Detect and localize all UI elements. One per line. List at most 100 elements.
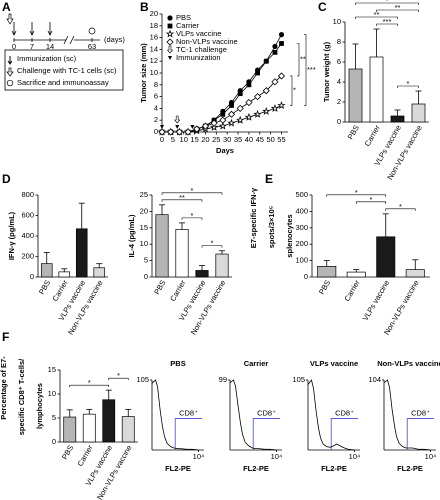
x-tick-label: VLPs vaccine [361, 278, 392, 322]
significance-bracket [304, 34, 307, 106]
point [237, 91, 243, 97]
x-tick-label: 10⁴ [349, 452, 361, 461]
point [167, 128, 175, 136]
point [262, 106, 271, 115]
point [158, 128, 166, 136]
y-tick-label: 15 [48, 365, 56, 374]
point [245, 98, 253, 107]
y-tick-label: 8 [337, 37, 341, 46]
y-tick-label: 25 [140, 190, 148, 199]
y-tick-label: 100 [295, 256, 308, 265]
bar [121, 416, 135, 443]
immunization-arrow [29, 22, 35, 36]
y-tick-label: 20 [140, 206, 148, 215]
y-tick-label: 104 [368, 375, 381, 384]
y-tick-label: 300 [295, 223, 308, 232]
x-tick-label: 40 [245, 135, 253, 144]
significance-bracket [161, 199, 203, 202]
significance-label: * [355, 188, 358, 197]
point [220, 111, 226, 117]
point [229, 103, 234, 108]
histogram-curve [307, 379, 355, 451]
significance-bracket [376, 23, 398, 26]
point [246, 82, 252, 88]
significance-label: * [88, 378, 91, 387]
y-tick-label: 10 [48, 389, 56, 398]
sacrifice-marker [88, 27, 96, 35]
y-axis-label: E7-specific IFN-γ [249, 187, 258, 248]
immunization-arrow [47, 22, 53, 36]
significance-label: * [386, 0, 389, 5]
x-tick-label: 10⁴ [271, 452, 283, 461]
panel-title: VLPs vaccine [310, 359, 358, 368]
point [277, 101, 286, 110]
panel-title: PBS [170, 359, 185, 368]
y-tick-label: 400 [21, 231, 34, 240]
bar [58, 271, 71, 278]
bar [376, 236, 396, 278]
y-tick-label: 20 [150, 9, 158, 18]
y-tick-label: 10 [150, 68, 158, 77]
bar [346, 271, 366, 278]
axis-break [63, 35, 75, 45]
point [279, 41, 284, 46]
legend-label: Carrier [176, 21, 199, 30]
histogram-curve [151, 379, 199, 451]
y-axis-label: specific CD8⁺ T-cells/ [17, 358, 26, 435]
y-tick-label: 8 [154, 80, 158, 89]
significance-bracket [108, 377, 129, 381]
point [236, 104, 244, 112]
legend-marker [167, 23, 173, 29]
panel-label: F [2, 330, 9, 344]
gate-label: CD8⁺ [335, 408, 354, 417]
y-axis-label: splenocytes [285, 214, 294, 257]
x-tick-label: 45 [256, 135, 264, 144]
histogram-curve [383, 379, 431, 451]
point [227, 110, 236, 118]
significance-bracket [326, 194, 387, 197]
y-tick-label: 800 [21, 190, 34, 199]
legend-label: VLPs vaccine [176, 29, 221, 38]
x-tick-label: PBS [37, 278, 52, 296]
significance-label: ** [395, 3, 401, 12]
bar [93, 267, 106, 278]
y-tick-label: 4 [337, 77, 341, 86]
significance-label: * [191, 186, 194, 195]
panel-label: B [140, 0, 149, 14]
legend-label: PBS [176, 13, 191, 22]
gate [174, 418, 202, 450]
day-label: 63 [88, 42, 96, 51]
event-marker [175, 125, 180, 129]
panel-label: A [2, 0, 11, 14]
x-tick-label: 10⁴ [425, 452, 437, 461]
point [209, 122, 219, 131]
y-tick-label: 10 [333, 17, 341, 26]
x-axis-label: FL2-PE [321, 464, 347, 473]
y-tick-label: 5 [144, 256, 148, 265]
significance-bracket [385, 208, 416, 211]
point [277, 72, 286, 80]
significance-label: * [399, 202, 402, 211]
y-tick-label: 0 [144, 272, 148, 281]
bar [195, 270, 209, 278]
point [272, 43, 278, 50]
bar [215, 253, 229, 278]
day-label: 14 [46, 42, 54, 51]
gate-label: CD8⁺ [411, 408, 430, 417]
histogram-curve [229, 379, 277, 451]
bar [405, 269, 425, 278]
legend-marker [167, 15, 173, 21]
point [255, 70, 260, 76]
y-tick-label: 15 [140, 223, 148, 232]
y-tick-label: 0 [337, 117, 341, 126]
gate-label: CD8⁺ [179, 408, 198, 417]
legend-label: Non-VLPs vaccine [176, 37, 238, 46]
panel-label: D [2, 172, 11, 186]
significance-bracket [201, 245, 223, 248]
y-axis-label: Tumor size (mm) [139, 43, 148, 103]
significance-label: *** [307, 65, 316, 74]
x-tick-label: PBS [60, 443, 75, 461]
x-tick-label: Carrier [168, 278, 188, 303]
y-tick-label: 16 [150, 33, 158, 42]
x-axis-label: FL2-PE [165, 464, 191, 473]
